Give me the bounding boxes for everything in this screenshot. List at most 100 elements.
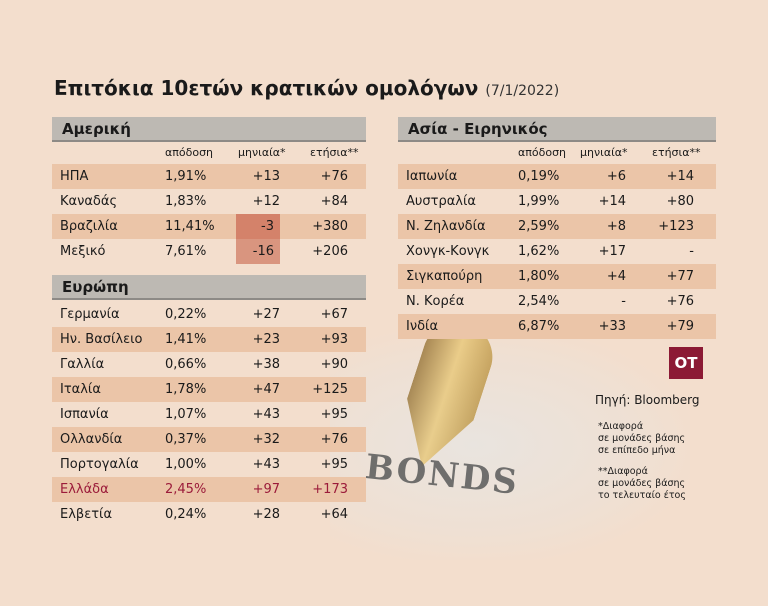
column-header-yield: απόδοση — [165, 146, 214, 159]
table-row: Ελλάδα 2,45% +97 +173 — [52, 477, 366, 502]
yield-value: 7,61% — [165, 244, 207, 259]
country-name: Σιγκαπούρη — [406, 269, 483, 284]
table-row: Ιαπωνία 0,19% +6 +14 — [398, 164, 716, 189]
yield-value: 1,41% — [165, 332, 207, 347]
yield-value: 2,54% — [518, 294, 560, 309]
annual-change: +76 — [320, 432, 348, 447]
country-name: Ιαπωνία — [406, 169, 458, 184]
column-header-monthly: μηνιαία* — [238, 146, 286, 159]
table-row: Σιγκαπούρη 1,80% +4 +77 — [398, 264, 716, 289]
country-name: Γερμανία — [60, 307, 120, 322]
table-row: Ολλανδία 0,37% +32 +76 — [52, 427, 366, 452]
table-row: Ην. Βασίλειο 1,41% +23 +93 — [52, 327, 366, 352]
table-row: Χονγκ-Κονγκ 1,62% +17 - — [398, 239, 716, 264]
table-row: Πορτογαλία 1,00% +43 +95 — [52, 452, 366, 477]
country-name: Ισπανία — [60, 407, 109, 422]
country-name: Ελβετία — [60, 507, 113, 522]
column-header-annual: ετήσια** — [310, 146, 359, 159]
yield-value: 6,87% — [518, 319, 560, 334]
note-line: σε μονάδες βάσης — [598, 433, 686, 444]
table-row: Γαλλία 0,66% +38 +90 — [52, 352, 366, 377]
footnote-annual: **Διαφορά σε μονάδες βάσης το τελευταίο … — [598, 466, 728, 502]
monthly-change: +43 — [252, 457, 280, 472]
annual-change: +84 — [320, 194, 348, 209]
table-row: Ν. Κορέα 2,54% - +76 — [398, 289, 716, 314]
table-row: Ν. Ζηλανδία 2,59% +8 +123 — [398, 214, 716, 239]
yield-value: 1,62% — [518, 244, 560, 259]
annual-change: +123 — [658, 219, 694, 234]
yield-value: 1,83% — [165, 194, 207, 209]
country-name: Βραζιλία — [60, 219, 118, 234]
column-header-annual: ετήσια** — [652, 146, 701, 159]
monthly-change: +38 — [252, 357, 280, 372]
monthly-change: +97 — [252, 482, 280, 497]
page-title: Επιτόκια 10ετών κρατικών ομολόγων (7/1/2… — [54, 76, 559, 100]
yield-value: 1,80% — [518, 269, 560, 284]
column-header-monthly: μηνιαία* — [580, 146, 628, 159]
annual-change: - — [689, 244, 694, 259]
table-row: Ελβετία 0,24% +28 +64 — [52, 502, 366, 527]
country-name: Χονγκ-Κονγκ — [406, 244, 490, 259]
monthly-change: +13 — [252, 169, 280, 184]
yield-value: 0,22% — [165, 307, 207, 322]
monthly-change: +43 — [252, 407, 280, 422]
country-name: Καναδάς — [60, 194, 118, 209]
annual-change: +93 — [320, 332, 348, 347]
table-row: Μεξικό 7,61% -16 +206 — [52, 239, 366, 264]
table-row: Ισπανία 1,07% +43 +95 — [52, 402, 366, 427]
country-name: Αυστραλία — [406, 194, 476, 209]
monthly-change: -16 — [236, 239, 280, 264]
country-name: Ν. Ζηλανδία — [406, 219, 486, 234]
yield-value: 0,24% — [165, 507, 207, 522]
monthly-change: +8 — [606, 219, 626, 234]
yield-value: 1,91% — [165, 169, 207, 184]
annual-change: +90 — [320, 357, 348, 372]
monthly-change: +33 — [598, 319, 626, 334]
ot-logo: ΟΤ — [669, 347, 703, 379]
yield-value: 1,99% — [518, 194, 560, 209]
table-row: ΗΠΑ 1,91% +13 +76 — [52, 164, 366, 189]
asia-table: Ασία - Ειρηνικός απόδοση μηνιαία* ετήσια** Ι… — [398, 117, 716, 339]
annual-change: +77 — [666, 269, 694, 284]
monthly-change: +4 — [606, 269, 626, 284]
source-text: Πηγή: Bloomberg — [595, 393, 700, 407]
monthly-change: +17 — [598, 244, 626, 259]
column-header-yield: απόδοση — [518, 146, 567, 159]
column-headers: απόδοση μηνιαία* ετήσια** — [398, 142, 716, 164]
footnote-monthly: *Διαφορά σε μονάδες βάσης σε επίπεδο μήν… — [598, 421, 728, 457]
country-name: Γαλλία — [60, 357, 105, 372]
monthly-change: +23 — [252, 332, 280, 347]
monthly-change: - — [621, 294, 626, 309]
monthly-change: +14 — [598, 194, 626, 209]
monthly-change: +12 — [252, 194, 280, 209]
yield-value: 0,19% — [518, 169, 560, 184]
country-name: Ην. Βασίλειο — [60, 332, 143, 347]
note-line: **Διαφορά — [598, 466, 648, 477]
monthly-change: -3 — [236, 214, 280, 239]
annual-change: +80 — [666, 194, 694, 209]
section-header: Ευρώπη — [52, 275, 366, 300]
country-name: Πορτογαλία — [60, 457, 139, 472]
title-date: (7/1/2022) — [485, 83, 560, 99]
country-name: Ολλανδία — [60, 432, 123, 447]
table-row: Καναδάς 1,83% +12 +84 — [52, 189, 366, 214]
table-row: Ιταλία 1,78% +47 +125 — [52, 377, 366, 402]
monthly-change: +27 — [252, 307, 280, 322]
column-headers: απόδοση μηνιαία* ετήσια** — [52, 142, 366, 164]
annual-change: +64 — [320, 507, 348, 522]
annual-change: +95 — [320, 407, 348, 422]
yield-value: 1,07% — [165, 407, 207, 422]
monthly-change: +47 — [252, 382, 280, 397]
annual-change: +95 — [320, 457, 348, 472]
section-header: Αμερική — [52, 117, 366, 142]
country-name: Μεξικό — [60, 244, 106, 259]
table-row: Βραζιλία 11,41% -3 +380 — [52, 214, 366, 239]
background-paper-image — [330, 330, 690, 560]
table-row: Αυστραλία 1,99% +14 +80 — [398, 189, 716, 214]
yield-value: 1,78% — [165, 382, 207, 397]
yield-value: 1,00% — [165, 457, 207, 472]
section-header: Ασία - Ειρηνικός — [398, 117, 716, 142]
country-name: Ελλάδα — [60, 482, 109, 497]
annual-change: +173 — [312, 482, 348, 497]
monthly-change: +32 — [252, 432, 280, 447]
